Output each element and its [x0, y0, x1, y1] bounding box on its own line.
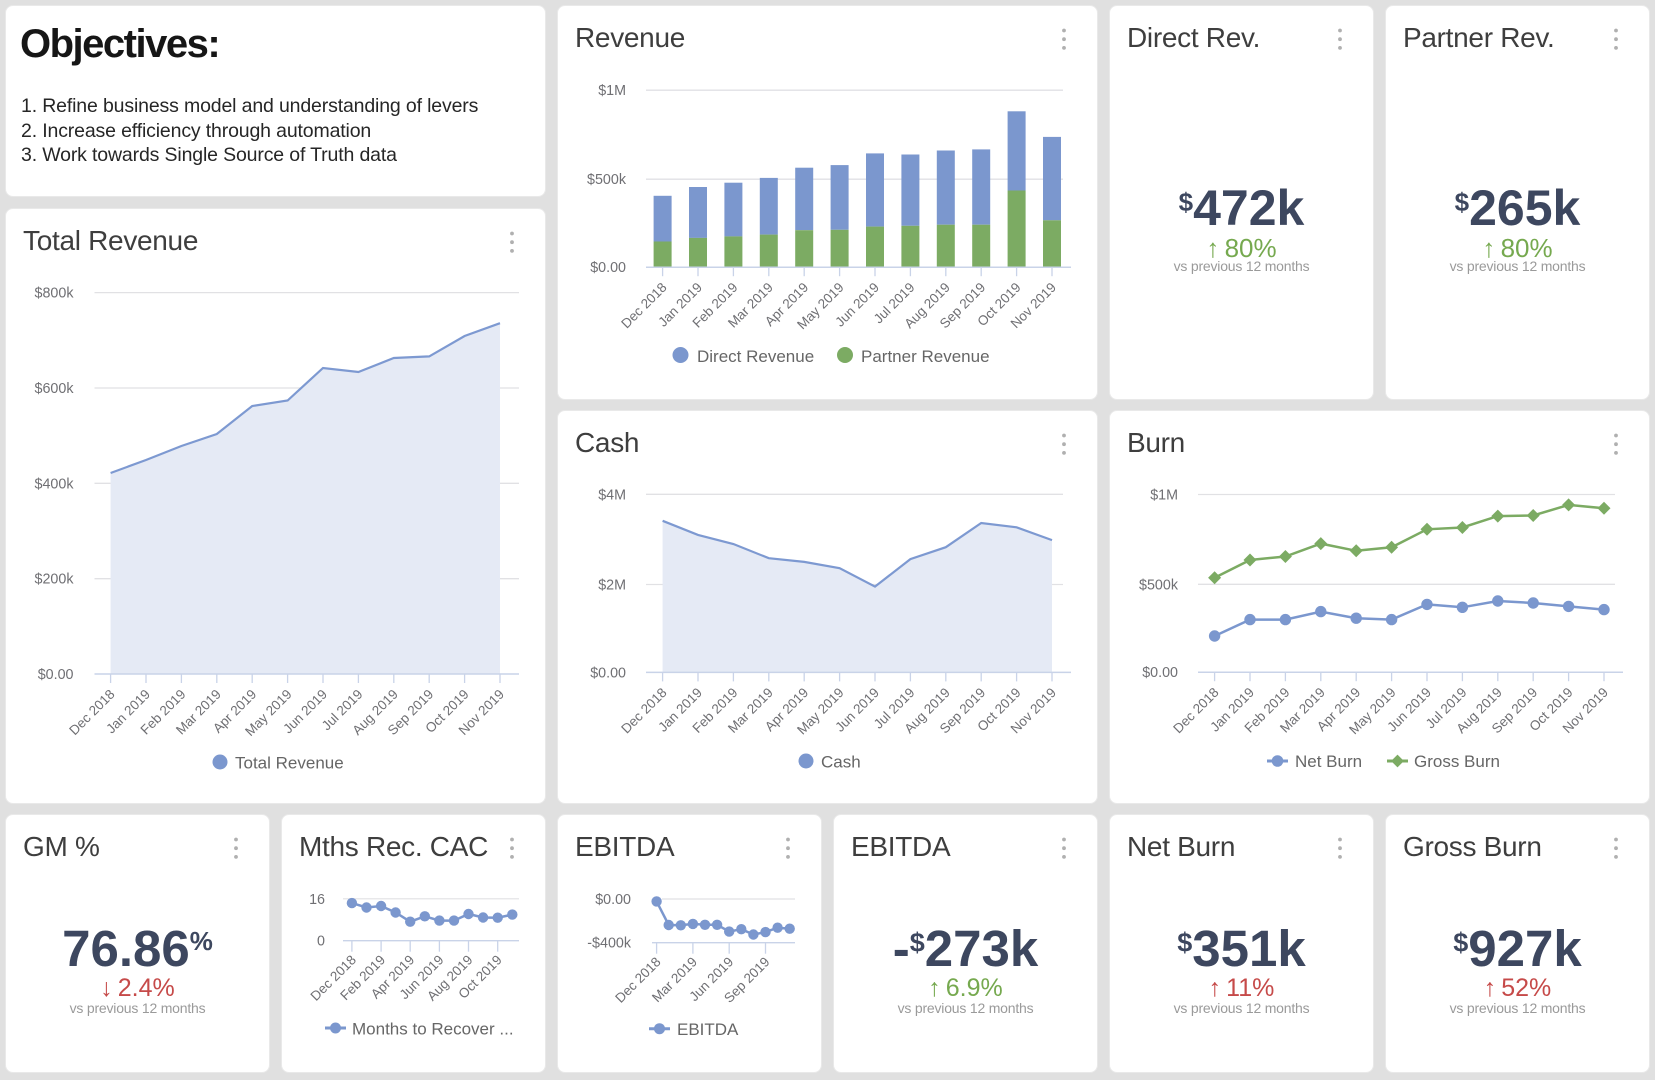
- svg-text:$500k: $500k: [587, 172, 627, 188]
- svg-text:$0.00: $0.00: [595, 892, 631, 908]
- svg-text:$1M: $1M: [1150, 488, 1178, 504]
- svg-text:Direct Revenue: Direct Revenue: [697, 347, 814, 366]
- svg-text:$0.00: $0.00: [590, 260, 626, 276]
- svg-text:Gross Burn: Gross Burn: [1414, 752, 1500, 771]
- svg-text:$600k: $600k: [35, 381, 75, 397]
- svg-text:Months to Recover ...: Months to Recover ...: [352, 1020, 514, 1039]
- svg-text:16: 16: [309, 892, 325, 908]
- svg-text:$0.00: $0.00: [1142, 665, 1178, 681]
- svg-text:$2M: $2M: [598, 578, 626, 594]
- svg-text:$0.00: $0.00: [38, 667, 74, 683]
- svg-text:$500k: $500k: [1139, 577, 1179, 593]
- svg-text:$0.00: $0.00: [590, 665, 626, 681]
- svg-text:Partner Revenue: Partner Revenue: [861, 347, 990, 366]
- svg-text:$800k: $800k: [35, 286, 75, 302]
- svg-text:Cash: Cash: [821, 753, 861, 772]
- svg-text:Total Revenue: Total Revenue: [235, 754, 344, 773]
- svg-text:Net Burn: Net Burn: [1295, 752, 1362, 771]
- svg-text:$400k: $400k: [35, 476, 75, 492]
- svg-text:-$400k: -$400k: [587, 936, 632, 952]
- svg-text:$200k: $200k: [35, 572, 75, 588]
- svg-text:EBITDA: EBITDA: [677, 1020, 739, 1039]
- svg-text:0: 0: [317, 934, 325, 950]
- svg-text:$1M: $1M: [598, 83, 626, 99]
- svg-text:$4M: $4M: [598, 487, 626, 503]
